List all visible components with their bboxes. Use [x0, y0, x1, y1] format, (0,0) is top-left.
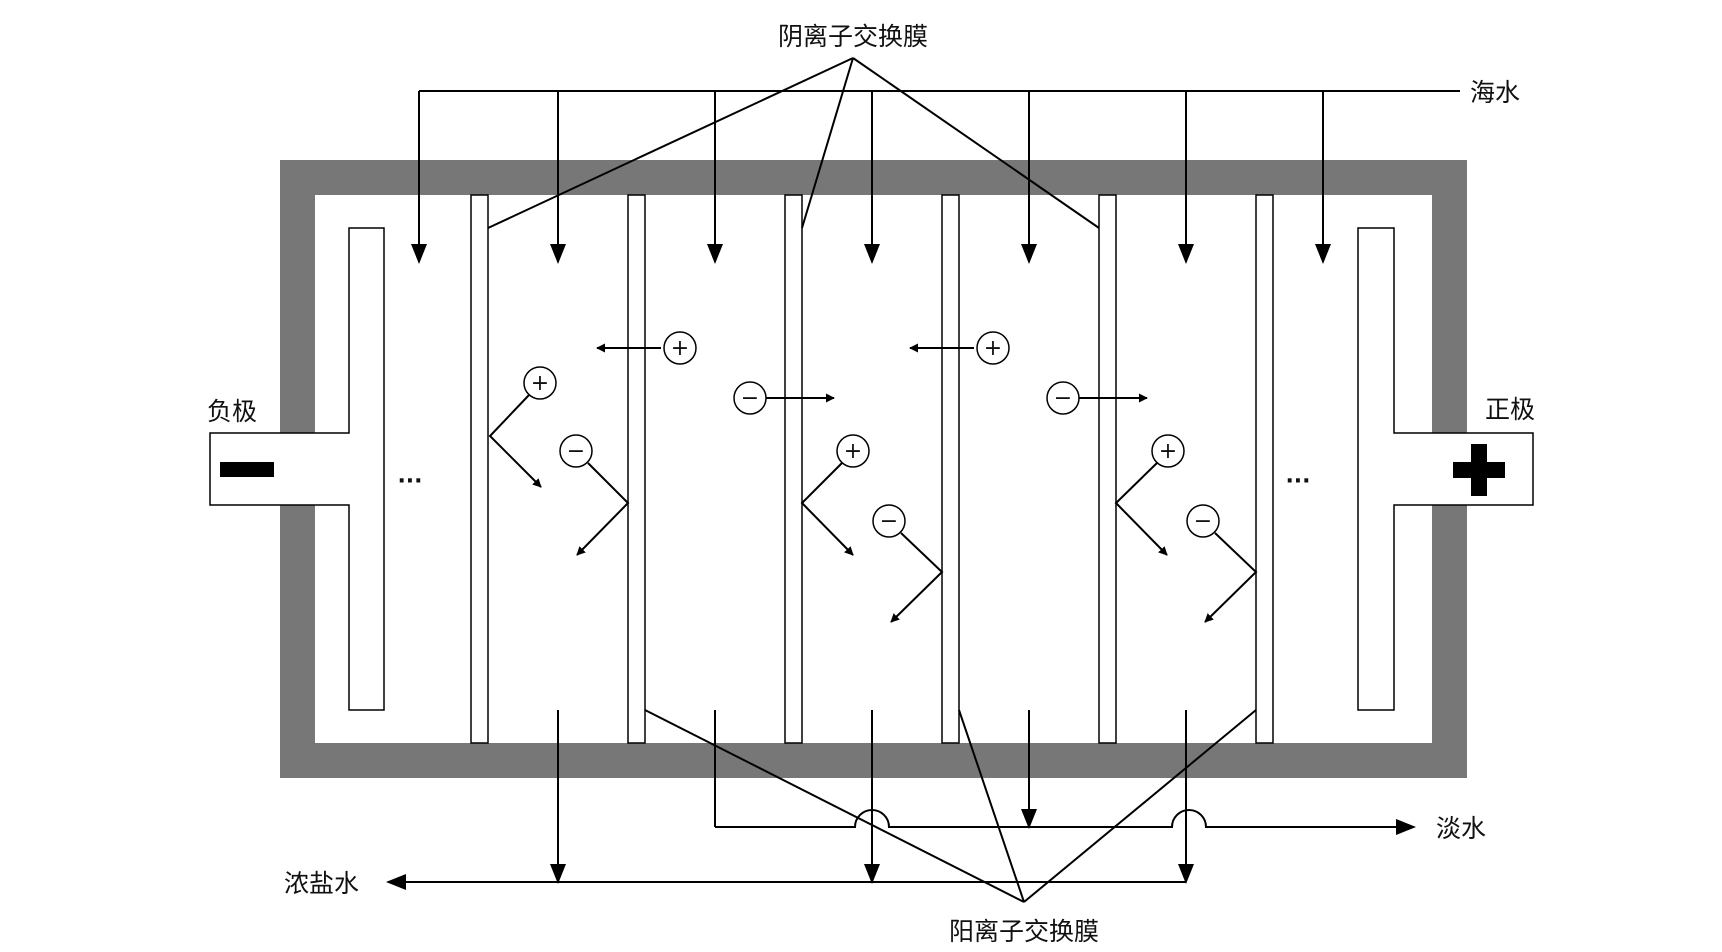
ion-group-1: + − + −: [488, 331, 835, 556]
cation-sign: +: [671, 336, 689, 361]
anode-electrode: [1357, 227, 1534, 711]
fresh-water-label: 淡水: [1436, 814, 1486, 843]
seawater-inlet: [411, 90, 1460, 264]
anion-ion: [733, 381, 767, 415]
ion-group-3: + −: [1114, 434, 1258, 623]
anion-ion: [1046, 381, 1080, 415]
cation-ion: [836, 434, 870, 468]
anion-sign: −: [741, 386, 759, 411]
brine-outlet: [386, 710, 1194, 890]
ellipsis-right: ···: [1285, 469, 1310, 494]
cation-sign: +: [1159, 439, 1177, 464]
anion-sign: −: [567, 439, 585, 464]
anion-membrane-label: 阴离子交换膜: [778, 22, 928, 51]
anode-label: 正极: [1485, 395, 1535, 424]
anion-sign: −: [880, 509, 898, 534]
cation-sign: +: [844, 439, 862, 464]
ellipsis-left: ···: [397, 469, 422, 494]
cation-sign: +: [984, 336, 1002, 361]
ion-group-2: + − + −: [800, 331, 1148, 623]
membrane-5: [1098, 194, 1117, 744]
membrane-6: [1255, 194, 1274, 744]
cathode-label: 负极: [207, 397, 257, 426]
brine-label: 浓盐水: [284, 869, 359, 898]
seawater-label: 海水: [1470, 78, 1520, 107]
plus-sign-icon: [1453, 444, 1505, 496]
membrane-2: [627, 194, 646, 744]
anion-sign: −: [1194, 509, 1212, 534]
minus-sign-icon: [220, 462, 274, 477]
cation-ion: [523, 366, 557, 400]
anion-ion: [1186, 504, 1220, 538]
fresh-water-outlet: [714, 710, 1416, 835]
anion-sign: −: [1054, 386, 1072, 411]
membrane-4: [941, 194, 960, 744]
cathode-electrode: [209, 227, 385, 711]
anion-membrane-leaders: [487, 57, 1100, 229]
anion-ion: [559, 434, 593, 468]
membranes: [470, 194, 1274, 744]
cation-membrane-label: 阳离子交换膜: [949, 917, 1099, 946]
cation-sign: +: [531, 371, 549, 396]
cathode-plate: [209, 227, 385, 711]
cation-membrane-leaders: [644, 709, 1257, 903]
membrane-3: [784, 194, 803, 744]
membrane-1: [470, 194, 489, 744]
cation-ion: [976, 331, 1010, 365]
cation-ion: [1151, 434, 1185, 468]
cation-ion: [663, 331, 697, 365]
tank-interior: [315, 195, 1432, 743]
anode-plate: [1357, 227, 1534, 711]
anion-ion: [872, 504, 906, 538]
